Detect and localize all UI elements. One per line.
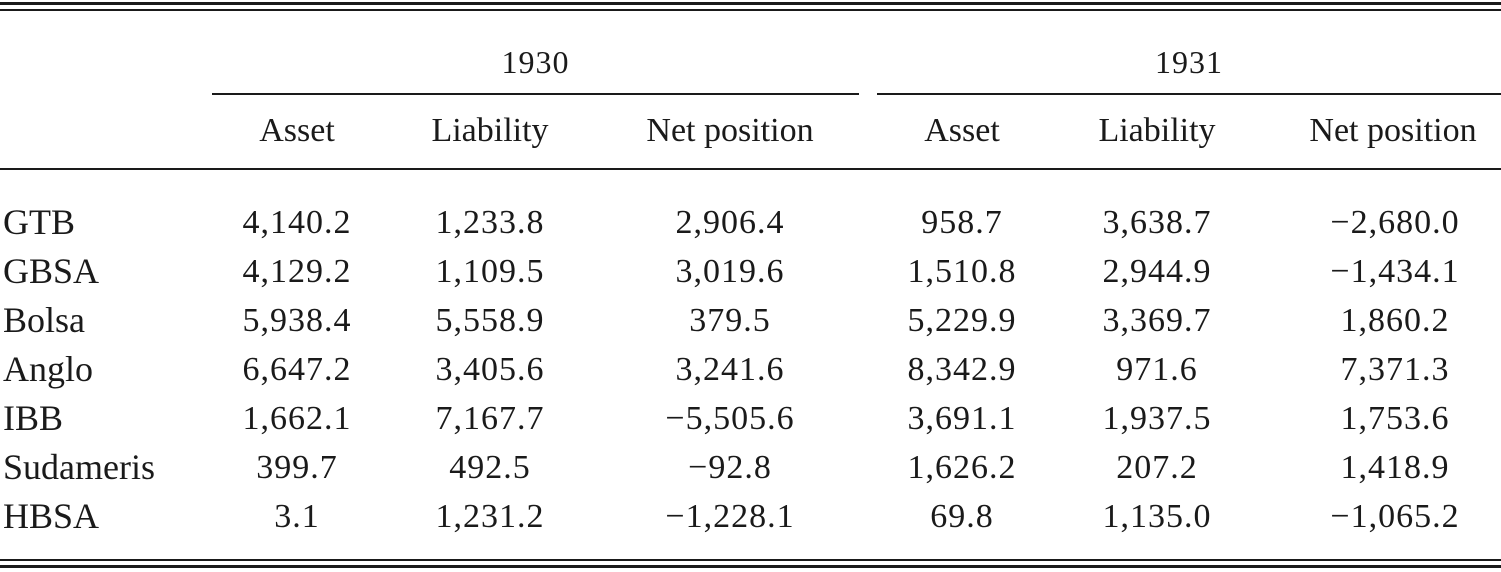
row-label: GBSA (3, 251, 100, 291)
top-rule-thick (0, 2, 1501, 5)
row-label: Sudameris (3, 447, 155, 487)
column-header-net-position-1931: Net position (1309, 112, 1477, 149)
group-header-1930: 1930 (501, 44, 570, 80)
table-row: Sudameris 399.7 492.5 −92.8 1,626.2 207.… (0, 443, 1501, 492)
cell-liability-1930: 1,233.8 (435, 204, 545, 241)
cell-net-position-1930: −1,228.1 (665, 498, 795, 535)
cell-net-position-1931: 1,860.2 (1340, 302, 1450, 339)
cell-asset-1930: 4,140.2 (242, 204, 352, 241)
header-rule (0, 168, 1501, 170)
cell-liability-1930: 1,231.2 (435, 498, 545, 535)
cell-asset-1930: 6,647.2 (242, 351, 352, 388)
cell-liability-1931: 971.6 (1116, 351, 1198, 388)
cell-liability-1930: 7,167.7 (435, 400, 545, 437)
row-label: HBSA (3, 496, 100, 536)
table-row: IBB 1,662.1 7,167.7 −5,505.6 3,691.1 1,9… (0, 394, 1501, 443)
cell-net-position-1930: −5,505.6 (665, 400, 795, 437)
cell-net-position-1931: −1,065.2 (1330, 498, 1460, 535)
cell-net-position-1930: −92.8 (688, 449, 772, 486)
group-rule-1931 (877, 93, 1501, 95)
cell-liability-1930: 1,109.5 (435, 253, 545, 290)
cell-net-position-1930: 3,241.6 (675, 351, 785, 388)
cell-asset-1931: 3,691.1 (907, 400, 1017, 437)
cell-net-position-1930: 379.5 (689, 302, 771, 339)
row-label: IBB (3, 398, 64, 438)
table-row: GTB 4,140.2 1,233.8 2,906.4 958.7 3,638.… (0, 198, 1501, 247)
bottom-rule-thin (0, 559, 1501, 561)
table-row: GBSA 4,129.2 1,109.5 3,019.6 1,510.8 2,9… (0, 247, 1501, 296)
cell-liability-1930: 3,405.6 (435, 351, 545, 388)
cell-asset-1931: 1,626.2 (907, 449, 1017, 486)
cell-net-position-1931: 7,371.3 (1340, 351, 1450, 388)
row-label: GTB (3, 202, 75, 242)
cell-asset-1930: 5,938.4 (242, 302, 352, 339)
cell-net-position-1930: 3,019.6 (675, 253, 785, 290)
table-row: Anglo 6,647.2 3,405.6 3,241.6 8,342.9 97… (0, 345, 1501, 394)
cell-net-position-1931: 1,753.6 (1340, 400, 1450, 437)
cell-liability-1931: 3,638.7 (1102, 204, 1212, 241)
cell-asset-1931: 958.7 (921, 204, 1003, 241)
cell-asset-1931: 5,229.9 (907, 302, 1017, 339)
cell-asset-1930: 3.1 (274, 498, 320, 535)
cell-liability-1931: 3,369.7 (1102, 302, 1212, 339)
top-rule-thin (0, 9, 1501, 11)
cell-asset-1930: 4,129.2 (242, 253, 352, 290)
cell-asset-1931: 69.8 (930, 498, 994, 535)
table-row: HBSA 3.1 1,231.2 −1,228.1 69.8 1,135.0 −… (0, 492, 1501, 541)
cell-net-position-1931: 1,418.9 (1340, 449, 1450, 486)
cell-liability-1930: 492.5 (449, 449, 531, 486)
cell-liability-1930: 5,558.9 (435, 302, 545, 339)
group-rule-1930 (212, 93, 859, 95)
group-header-1931: 1931 (1155, 44, 1223, 80)
cell-net-position-1931: −2,680.0 (1330, 204, 1460, 241)
column-header-asset-1930: Asset (259, 112, 335, 149)
column-header-asset-1931: Asset (924, 112, 1000, 149)
row-label: Anglo (3, 349, 93, 389)
cell-asset-1930: 1,662.1 (242, 400, 352, 437)
row-label: Bolsa (3, 300, 86, 340)
column-header-liability-1931: Liability (1098, 112, 1216, 149)
column-header-liability-1930: Liability (431, 112, 549, 149)
cell-liability-1931: 1,937.5 (1102, 400, 1212, 437)
cell-asset-1931: 1,510.8 (907, 253, 1017, 290)
table-row: Bolsa 5,938.4 5,558.9 379.5 5,229.9 3,36… (0, 296, 1501, 345)
cell-asset-1931: 8,342.9 (907, 351, 1017, 388)
cell-liability-1931: 1,135.0 (1102, 498, 1212, 535)
cell-asset-1930: 399.7 (256, 449, 338, 486)
cell-net-position-1931: −1,434.1 (1330, 253, 1460, 290)
column-header-net-position-1930: Net position (646, 112, 814, 149)
cell-net-position-1930: 2,906.4 (675, 204, 785, 241)
cell-liability-1931: 2,944.9 (1102, 253, 1212, 290)
bottom-rule-thick (0, 565, 1501, 568)
cell-liability-1931: 207.2 (1116, 449, 1198, 486)
